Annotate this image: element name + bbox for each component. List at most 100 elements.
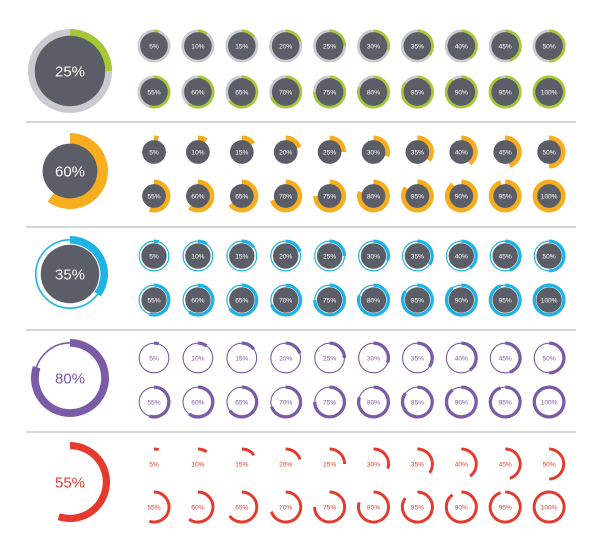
percent-label: 25% (323, 461, 336, 468)
progress-arc (357, 75, 390, 109)
progress-arc (548, 29, 566, 63)
progress-arc (461, 239, 478, 270)
progress-arc (153, 29, 160, 33)
big-indicator: 25% (27, 28, 113, 114)
progress-arc (373, 239, 390, 262)
percent-label: 10% (191, 253, 204, 260)
percent-label: 90% (455, 297, 468, 304)
percent-label: 60% (191, 89, 204, 96)
progress-arc (505, 341, 522, 374)
percent-label: 70% (279, 297, 292, 304)
percent-label: 65% (235, 297, 248, 304)
small-indicator: 10% (182, 341, 214, 374)
small-indicator: 20% (273, 135, 302, 164)
progress-arc (241, 29, 256, 39)
small-indicator: 45% (489, 239, 522, 272)
small-indicator: 20% (279, 447, 302, 468)
progress-arc (357, 490, 390, 524)
progress-arc (417, 239, 434, 266)
small-indicator: 25% (317, 135, 347, 164)
percent-label: 80% (367, 193, 380, 200)
green-set: 25% 5% 10% 15% 20% 25% 30% 35% 40% 45% 50% 55% 60% 65… (27, 28, 566, 114)
progress-arc (444, 490, 478, 524)
percent-label: 100% (541, 193, 558, 200)
percent-label: 20% (279, 461, 292, 468)
percent-label: 40% (455, 43, 468, 50)
small-indicator: 10% (182, 239, 214, 272)
small-indicator: 100% (532, 385, 566, 419)
progress-arc (148, 75, 171, 109)
percent-label: 85% (411, 297, 424, 304)
progress-arc (400, 385, 434, 419)
progress-arc (488, 75, 522, 109)
progress-arc (532, 283, 566, 317)
small-indicator: 30% (358, 239, 390, 272)
progress-arc (241, 239, 256, 249)
small-indicator: 60% (182, 283, 215, 317)
progress-arc (548, 341, 566, 375)
percent-label: 60% (191, 297, 204, 304)
percent-label: 65% (235, 89, 248, 96)
progress-arc (188, 490, 215, 524)
percent-label: 30% (367, 43, 380, 50)
progress-arc (505, 447, 522, 480)
percent-label: 30% (367, 461, 380, 468)
small-indicator: 95% (488, 75, 522, 109)
progress-arc (461, 447, 478, 478)
progress-arc (285, 239, 302, 253)
progress-arc (400, 490, 434, 524)
progress-arc (488, 385, 522, 419)
percent-label: 5% (149, 149, 159, 156)
percent-label: 25% (323, 355, 336, 362)
progress-arc (153, 239, 160, 244)
percent-label: 35% (411, 461, 424, 468)
small-indicator: 55% (142, 179, 171, 213)
small-indicator: 40% (455, 447, 478, 478)
progress-arc (488, 490, 522, 524)
small-indicator: 100% (532, 75, 566, 109)
progress-arc (69, 236, 108, 297)
percent-label: 45% (499, 461, 512, 468)
small-indicator: 65% (228, 490, 259, 524)
small-indicator: 15% (225, 29, 259, 63)
percent-label: 100% (541, 297, 558, 304)
small-indicator: 25% (314, 239, 347, 272)
small-indicator: 50% (532, 29, 566, 63)
percent-label: 95% (499, 399, 512, 406)
percent-label: 10% (191, 355, 204, 362)
progress-arc (188, 75, 215, 109)
progress-arc (444, 75, 478, 109)
small-indicator: 60% (186, 179, 215, 213)
small-indicator: 100% (532, 490, 566, 524)
small-indicator: 95% (488, 385, 522, 419)
small-indicator: 75% (313, 179, 347, 213)
small-indicator: 35% (401, 341, 434, 374)
small-indicator: 70% (270, 283, 303, 317)
small-indicator: 40% (449, 135, 478, 166)
small-indicator: 65% (226, 283, 259, 317)
small-indicator: 100% (532, 179, 566, 213)
percent-label: 85% (411, 399, 424, 406)
percent-label: 100% (541, 399, 558, 406)
small-indicator: 20% (269, 29, 303, 63)
small-indicator: 10% (191, 447, 208, 468)
progress-arc (357, 385, 390, 419)
big-percent-label: 80% (55, 370, 85, 387)
small-indicator: 80% (357, 283, 390, 317)
small-indicator: 40% (444, 29, 478, 63)
percent-label: 50% (542, 149, 555, 156)
small-indicator: 50% (533, 341, 566, 375)
percent-label: 15% (235, 253, 248, 260)
small-indicator: 60% (181, 75, 215, 109)
small-indicator: 90% (444, 385, 478, 419)
small-indicator: 70% (270, 179, 303, 213)
percent-label: 75% (323, 193, 336, 200)
percent-label: 85% (411, 504, 424, 511)
percent-label: 35% (411, 149, 424, 156)
small-indicator: 45% (489, 341, 522, 374)
indicator-sets: 25% 5% 10% 15% 20% 25% 30% 35% 40% 45% 50% 55% 60% 65… (27, 28, 566, 524)
percent-label: 80% (367, 89, 380, 96)
percent-label: 55% (147, 399, 160, 406)
percent-label: 80% (367, 504, 380, 511)
percent-label: 30% (367, 149, 380, 156)
